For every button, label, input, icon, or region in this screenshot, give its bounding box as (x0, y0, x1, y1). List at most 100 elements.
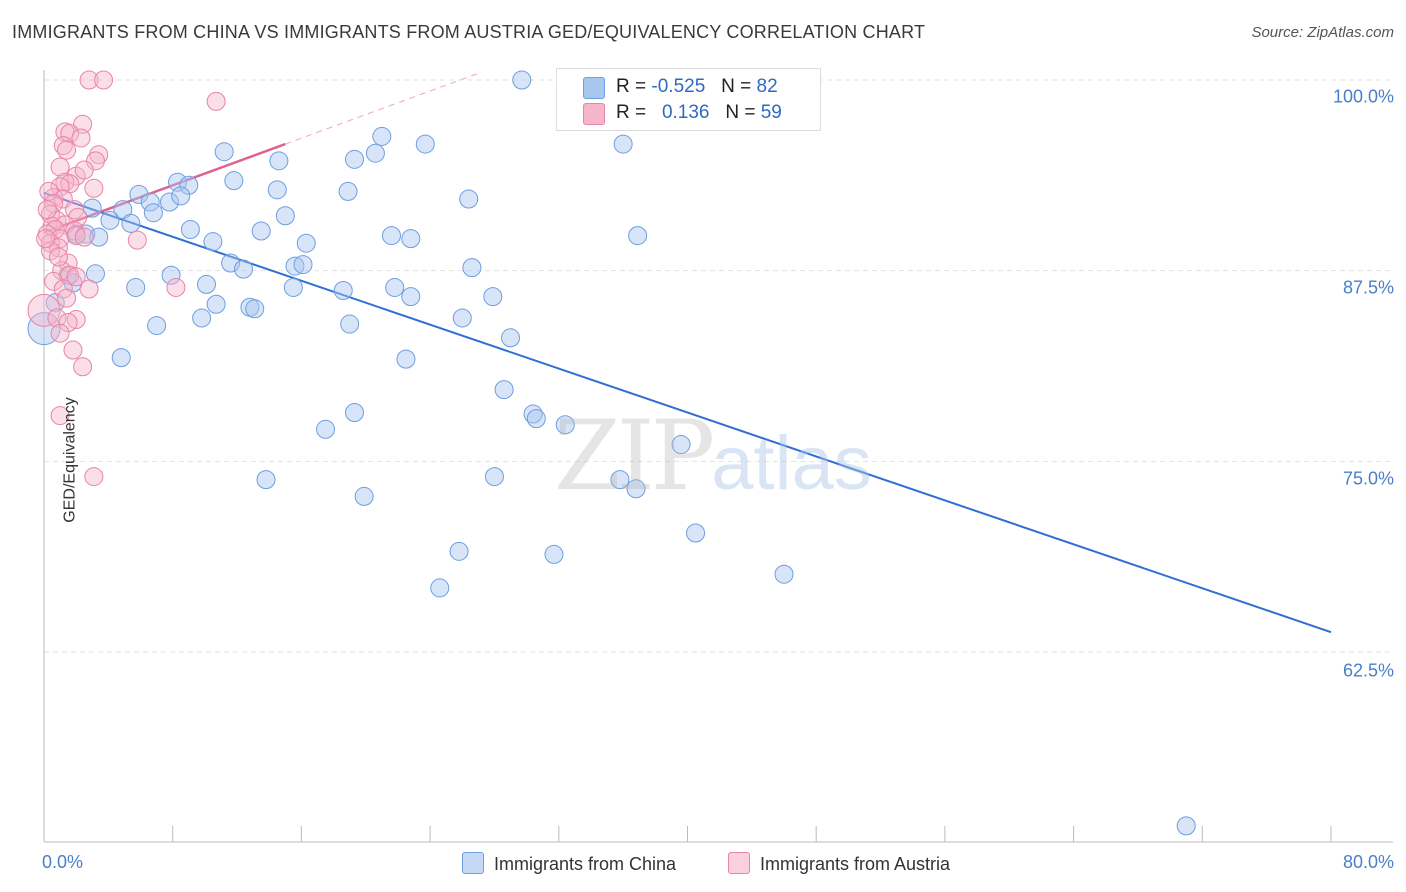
china-point (671, 435, 691, 455)
china-point (415, 134, 435, 154)
austria-point (57, 288, 77, 308)
watermark-zip: ZIP (554, 400, 715, 512)
austria-point (36, 229, 56, 249)
austria-point (50, 406, 70, 426)
china-point (626, 479, 646, 499)
watermark: ZIPatlas (554, 400, 872, 512)
austria-point (48, 247, 68, 267)
china-point (214, 142, 234, 162)
legend-swatch-china (583, 77, 605, 99)
china-point (449, 541, 469, 561)
china-point (293, 255, 313, 275)
trend-lines (43, 72, 1332, 634)
austria-point (71, 128, 91, 148)
china-point (354, 486, 374, 506)
legend-label-austria: Immigrants from Austria (760, 854, 951, 874)
x-tick-label: 80.0% (1342, 852, 1394, 872)
austria-point (37, 200, 57, 220)
austria-point (50, 177, 70, 197)
china-point (206, 294, 226, 314)
china-point (372, 126, 392, 146)
legend-swatch-austria (583, 103, 605, 125)
china-point (179, 175, 199, 195)
austria-point (73, 114, 93, 134)
china-point (180, 219, 200, 239)
china-point (613, 134, 633, 154)
china-point (610, 470, 630, 490)
legend-item-austria: Immigrants from Austria (728, 852, 950, 875)
austria-point (44, 271, 64, 291)
china-point (1176, 816, 1196, 836)
china-point (192, 308, 212, 328)
austria-point (60, 123, 80, 143)
china-point (89, 227, 109, 247)
china-point (296, 233, 316, 253)
china-point (401, 229, 421, 249)
legend-swatch-china (462, 852, 484, 874)
n-value: 82 (756, 76, 778, 97)
china-point (171, 186, 191, 206)
china-point (512, 70, 532, 90)
china-point (555, 415, 575, 435)
china-point (333, 280, 353, 300)
china-point (459, 189, 479, 209)
austria-point (57, 140, 77, 160)
china-point (283, 277, 303, 297)
y-axis-label: GED/Equivalency (61, 397, 79, 523)
trend-line-austria (43, 142, 286, 234)
china-point (196, 274, 216, 294)
china-point (628, 226, 648, 246)
n-value: 59 (760, 102, 782, 123)
austria-point (50, 157, 70, 177)
austria-point (79, 70, 99, 90)
austria-point (79, 279, 99, 299)
china-point (285, 256, 305, 276)
china-point (275, 206, 295, 226)
austria-point (74, 160, 94, 180)
china-point (483, 287, 503, 307)
austria-point (58, 313, 78, 333)
china-point (100, 210, 120, 230)
china-point (129, 184, 149, 204)
trend-line-china (43, 191, 1332, 634)
austria-point (94, 70, 114, 90)
chart-title: IMMIGRANTS FROM CHINA VS IMMIGRANTS FROM… (12, 22, 926, 42)
y-tick-label: 62.5% (1342, 660, 1394, 681)
china-point (269, 151, 289, 171)
austria-point (65, 200, 85, 220)
china-point (501, 328, 521, 348)
austria-point (47, 308, 67, 328)
r-label: R = (616, 102, 647, 123)
austria-point (89, 145, 109, 165)
austria-point (127, 230, 147, 250)
austria-point (63, 340, 83, 360)
china-point (452, 308, 472, 328)
china-point (121, 213, 141, 233)
austria-point (84, 178, 104, 198)
china-point (143, 203, 163, 223)
legend-correlation: R = -0.525 N = 82 R = 0.136 N = 59 (556, 68, 821, 131)
china-point (111, 348, 131, 368)
chart-source: Source: ZipAtlas.com (1251, 24, 1394, 41)
china-point (344, 403, 364, 423)
china-point (774, 564, 794, 584)
china-point (159, 192, 179, 212)
china-point (344, 149, 364, 169)
legend-item-china: Immigrants from China (462, 852, 676, 875)
austria-point (50, 323, 70, 343)
china-point (340, 314, 360, 334)
china-point (76, 224, 96, 244)
n-label: N = (725, 102, 756, 123)
china-point (140, 192, 160, 212)
china-point (316, 419, 336, 439)
china-point (365, 143, 385, 163)
austria-point (166, 277, 186, 297)
series-austria-points (27, 70, 226, 487)
y-tick-label: 75.0% (1342, 468, 1394, 489)
austria-point (74, 227, 94, 247)
china-point (203, 232, 223, 252)
china-point (267, 180, 287, 200)
china-point (462, 258, 482, 278)
china-point (401, 287, 421, 307)
